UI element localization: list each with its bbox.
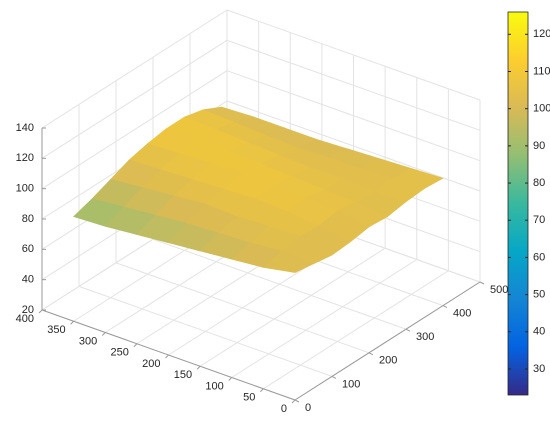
y-tick-label: 150 [174,369,192,381]
colorbar-tick-label: 80 [533,177,545,189]
tick-mark [331,375,337,379]
x-tick-label: 300 [416,331,434,343]
tick-mark [260,388,264,393]
colorbar-tick-label: 30 [533,363,545,375]
colorbar-tick-label: 40 [533,326,545,338]
grid-line [41,9,228,129]
tick-mark [479,281,485,285]
tick-mark [405,328,411,332]
y-tick-label: 350 [47,324,65,336]
tick-mark [294,399,300,403]
grid-line [41,39,228,159]
tick-mark [291,399,296,404]
colorbar-tick-label: 50 [533,289,545,301]
tick-mark [196,365,201,370]
colorbar-tick-label: 90 [533,140,545,152]
z-tick-label: 20 [22,304,34,316]
z-tick-label: 80 [22,213,34,225]
y-tick-label: 100 [205,380,223,392]
z-tick-label: 100 [16,183,34,195]
colorbar-tick-label: 120 [533,28,550,40]
grid-line [226,100,481,192]
colorbar-tick-label: 60 [533,251,545,263]
x-tick-label: 0 [305,402,311,414]
y-tick-label: 200 [142,358,160,370]
grid-line [199,247,386,367]
x-axis [294,281,481,401]
tick-mark [442,305,448,309]
grid-line [231,259,418,378]
z-tick-label: 40 [22,274,34,286]
tick-mark [101,332,106,336]
y-tick-label: 300 [79,335,97,347]
z-tick-label: 140 [16,122,34,134]
z-tick-label: 60 [22,243,34,255]
y-tick-label: 400 [16,313,34,325]
tick-mark [38,309,43,314]
colorbar-tick-label: 70 [533,214,545,226]
y-tick-label: 0 [281,403,287,415]
tick-mark [70,320,74,325]
x-tick-label: 100 [342,378,360,390]
colorbar [507,11,529,396]
z-tick-label: 120 [16,152,34,164]
x-tick-label: 500 [490,284,508,296]
x-tick-label: 400 [453,308,471,320]
grid-line [41,70,228,190]
x-tick-label: 200 [379,355,397,367]
grid-line [226,70,481,162]
colorbar-tick-label: 110 [533,65,550,77]
tick-mark [165,354,169,359]
tick-mark [368,352,374,356]
surface-patch [262,250,315,273]
grid-line [263,270,449,390]
grid-line [226,39,481,131]
tick-mark [133,343,138,348]
y-tick-label: 50 [243,392,255,404]
grid-line [226,9,481,101]
y-tick-label: 250 [111,347,129,359]
tick-mark [228,377,233,381]
colorbar-tick-label: 100 [533,103,550,115]
